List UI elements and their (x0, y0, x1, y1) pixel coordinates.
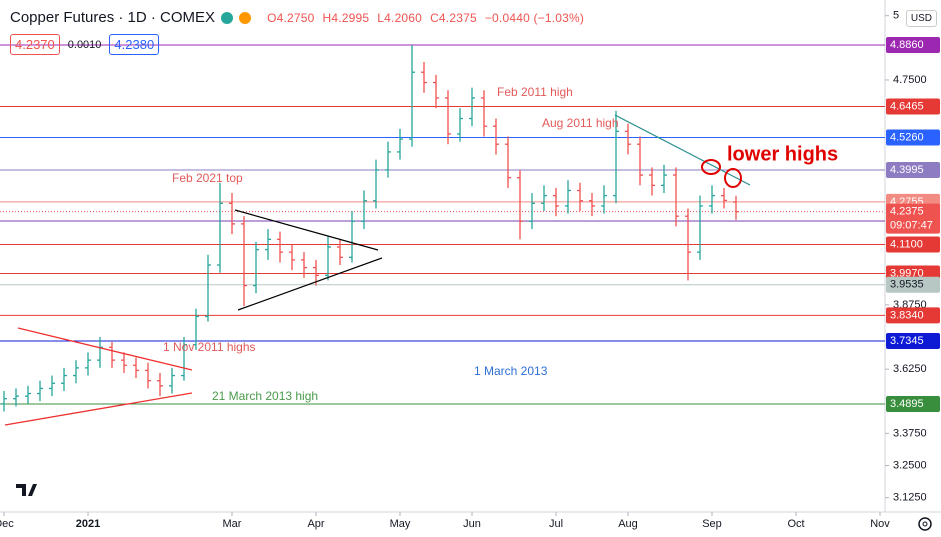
annotation: 21 March 2013 high (212, 389, 318, 403)
y-tick-label: 3.3750 (893, 427, 927, 439)
header: Copper Futures · 1D · COMEX O4.2750 H4.2… (10, 9, 584, 26)
price-label: 3.8340 (890, 309, 924, 321)
price-label-box (886, 332, 940, 349)
trendline (614, 114, 751, 186)
price-label: 3.9535 (890, 279, 924, 291)
ask-button[interactable]: 4.2380 (109, 34, 160, 55)
price-label: 4.2375 (890, 206, 924, 218)
ohlc-close: C4.2375 (430, 10, 477, 25)
y-tick-label: 5 (893, 10, 899, 22)
ohlc-change: −0.0440 (−1.03%) (484, 10, 585, 25)
trendline (234, 209, 379, 251)
y-tick-label: 3.2500 (893, 459, 927, 471)
trendline (17, 327, 193, 371)
annotation: 1 Nov 2011 highs (163, 340, 256, 354)
x-tick-label: May (390, 518, 411, 530)
ohlc-open: O4.2750 (267, 10, 315, 25)
trendline (4, 392, 193, 426)
currency-button[interactable]: USD (905, 10, 937, 27)
x-tick-label: Dec (0, 518, 14, 530)
price-label-box (886, 129, 940, 146)
x-tick-label: Mar (223, 518, 242, 530)
price-label: 4.8860 (890, 39, 924, 51)
gear-hub[interactable] (922, 521, 928, 527)
y-tick-label: 3.6250 (893, 363, 927, 375)
x-tick-label: Jun (463, 518, 481, 530)
price-label-box (886, 236, 940, 253)
bid-button[interactable]: 4.2370 (10, 34, 60, 55)
x-tick-label: Nov (870, 518, 890, 530)
price-label-box (886, 36, 940, 53)
price-label-box (886, 395, 940, 412)
price-label: 4.5260 (890, 131, 924, 143)
highlight-circle (724, 168, 742, 188)
price-label-box (886, 276, 940, 293)
x-tick-label: Apr (307, 518, 324, 530)
x-tick-label: Jul (549, 518, 563, 530)
status-icon (239, 11, 252, 24)
quote-panel: 4.2370 0.0010 4.2380 (10, 34, 160, 55)
logo (16, 484, 37, 496)
gear[interactable] (918, 517, 932, 531)
x-tick-label: Sep (702, 518, 722, 530)
price-label: 4.6465 (890, 100, 924, 112)
y-tick-label: 3.1250 (893, 492, 927, 504)
trendline (237, 257, 383, 311)
countdown: 09:07:47 (890, 220, 933, 232)
price-label: 4.1100 (890, 238, 923, 250)
price-label: 3.4895 (890, 398, 924, 410)
ohlc-low: L4.2060 (377, 10, 423, 25)
annotation: lower highs (727, 143, 838, 165)
price-label-box (886, 203, 940, 234)
settings-icon[interactable] (918, 517, 932, 531)
spread: 0.0010 (67, 38, 102, 51)
status-icon (221, 11, 234, 24)
annotation: Feb 2011 high (497, 85, 573, 99)
price-label-box (886, 98, 940, 115)
price-label-box (886, 307, 940, 324)
price-label: 3.9970 (890, 267, 924, 279)
price-label: 4.3995 (890, 164, 924, 176)
ohlc-high: H4.2995 (322, 10, 370, 25)
x-tick-label: Oct (787, 518, 804, 530)
annotation: Aug 2011 high (542, 116, 619, 130)
x-tick-label: Aug (618, 518, 638, 530)
annotation: 1 March 2013 (474, 364, 548, 378)
highlight-circle (701, 159, 721, 175)
drawings (4, 114, 751, 426)
x-tick-label: 2021 (76, 518, 100, 530)
logo-mark (16, 484, 37, 496)
annotation: Feb 2021 top (172, 171, 243, 185)
symbol-title[interactable]: Copper Futures · 1D · COMEX (10, 9, 216, 26)
price-label-box (886, 162, 940, 179)
price-label: 3.7345 (890, 335, 924, 347)
y-tick-label: 4.7500 (893, 74, 927, 86)
